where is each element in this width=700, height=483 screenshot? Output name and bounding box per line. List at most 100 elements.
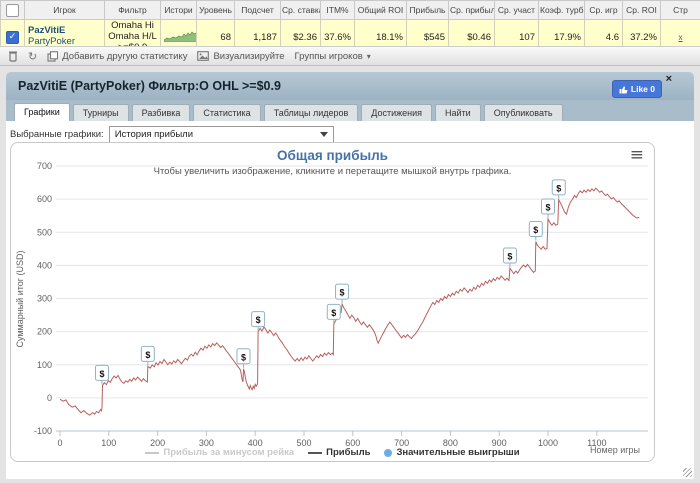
select-caret-icon — [319, 132, 328, 137]
col-profit[interactable]: Прибыль — [406, 0, 449, 20]
col-avg-games[interactable]: Ср. игр — [584, 0, 623, 20]
filter-line: Omaha Hi — [111, 20, 154, 31]
legend-label: Прибыль — [326, 447, 371, 458]
svg-text:1100: 1100 — [587, 438, 606, 448]
resize-grip[interactable] — [683, 468, 692, 477]
profit-chart-svg[interactable]: -100 0 100 200 300 400 500 600 700 0 100 200 300 400 5… — [11, 143, 654, 461]
like-label: Like 0 — [630, 84, 655, 94]
chart-subtitle: Чтобы увеличить изображение, кликните и … — [153, 166, 512, 177]
svg-text:100: 100 — [37, 360, 52, 370]
legend-item[interactable]: Прибыль — [308, 447, 370, 458]
profit-chart[interactable]: -100 0 100 200 300 400 500 600 700 0 100 200 300 400 5… — [10, 142, 655, 462]
svg-text:$: $ — [340, 288, 345, 298]
significant-win-flag: $ — [528, 221, 543, 241]
filter-line: Omaha H/L — [108, 30, 157, 42]
player-panel: PazVitiE (PartyPoker) Фильтр:O OHL >=$0.… — [6, 72, 694, 479]
legend-label: Значительные выигрыши — [396, 447, 520, 458]
country-link[interactable]: x — [678, 32, 683, 42]
svg-text:1000: 1000 — [538, 438, 558, 448]
x-axis-title: Номер игры — [590, 445, 640, 455]
svg-text:500: 500 — [37, 227, 52, 237]
tab-strip: Графики Турниры Разбивка Статистика Табл… — [6, 100, 694, 121]
col-level[interactable]: Уровень — [196, 0, 235, 20]
svg-text:$: $ — [99, 369, 104, 379]
tab-achievements[interactable]: Достижения — [361, 104, 433, 121]
toolbar: ↻ Добавить другую статистику Визуализиру… — [0, 46, 700, 66]
chevron-down-icon: ▾ — [366, 51, 371, 61]
chart-legend: Прибыль за минусом рейка Прибыль Значитель… — [11, 447, 654, 458]
like-button[interactable]: Like 0 — [611, 80, 662, 98]
add-copy-icon — [47, 50, 59, 62]
graph-select[interactable]: История прибыли — [108, 126, 334, 143]
col-history[interactable]: Истори — [160, 0, 197, 20]
svg-text:300: 300 — [199, 438, 214, 448]
svg-text:600: 600 — [37, 194, 52, 204]
col-avg-roi[interactable]: Ср. ROI — [622, 0, 661, 20]
svg-text:$: $ — [507, 252, 512, 262]
refresh-button[interactable]: ↻ — [28, 50, 37, 63]
tab-graphs[interactable]: Графики — [14, 103, 70, 121]
col-avg-entrants[interactable]: Ср. участ — [494, 0, 539, 20]
col-avg-stake[interactable]: Ср. ставка — [280, 0, 321, 20]
svg-text:$: $ — [331, 308, 336, 318]
col-player[interactable]: Игрок — [24, 0, 105, 20]
tab-leaderboards[interactable]: Таблицы лидеров — [263, 104, 359, 121]
col-avg-profit[interactable]: Ср. прибыл — [448, 0, 495, 20]
significant-win-flag: $ — [140, 345, 155, 366]
sparkline-icon — [163, 31, 196, 43]
col-total-roi[interactable]: Общий ROI — [354, 0, 407, 20]
close-icon[interactable]: × — [665, 73, 672, 85]
image-icon — [197, 51, 210, 61]
refresh-icon: ↻ — [28, 49, 38, 63]
significant-win-flag: $ — [251, 311, 266, 331]
significant-win-flag: $ — [326, 303, 341, 324]
col-count[interactable]: Подсчет — [234, 0, 281, 20]
significant-win-flag: $ — [94, 364, 109, 385]
col-country[interactable]: Стр — [660, 0, 700, 20]
col-filter[interactable]: Фильтр — [104, 0, 161, 20]
graph-select-value: История прибыли — [114, 129, 194, 140]
trash-icon — [9, 51, 17, 62]
panel-title: PazVitiE (PartyPoker) Фильтр:O OHL >=$0.… — [18, 79, 281, 93]
svg-text:400: 400 — [248, 438, 263, 448]
col-itm[interactable]: ITM% — [320, 0, 355, 20]
table-header-row: Игрок Фильтр Истори Уровень Подсчет Ср. … — [0, 0, 700, 20]
legend-item[interactable]: Прибыль за минусом рейка — [145, 447, 294, 458]
svg-text:200: 200 — [37, 327, 52, 337]
significant-win-flag: $ — [541, 198, 555, 219]
svg-text:$: $ — [241, 352, 246, 362]
select-all-checkbox-cell[interactable] — [0, 0, 25, 20]
tab-find[interactable]: Найти — [435, 104, 481, 121]
legend-symbol-icon — [145, 451, 160, 454]
player-name[interactable]: PazVitiE — [28, 25, 66, 37]
chart-context-menu-icon[interactable]: ≡ — [629, 145, 644, 165]
svg-text:0: 0 — [47, 393, 52, 403]
svg-text:700: 700 — [394, 438, 409, 448]
select-all-checkbox[interactable] — [6, 3, 19, 17]
svg-text:$: $ — [256, 315, 261, 325]
legend-symbol-icon — [384, 448, 393, 457]
add-statistic-label: Добавить другую статистику — [62, 50, 188, 62]
svg-text:500: 500 — [296, 438, 311, 448]
visualize-button[interactable]: Визуализируйте — [197, 51, 285, 62]
tab-publish[interactable]: Опубликовать — [483, 104, 563, 121]
svg-text:900: 900 — [492, 438, 507, 448]
tab-statistics[interactable]: Статистика — [193, 104, 261, 121]
significant-win-flag: $ — [335, 283, 350, 304]
svg-text:$: $ — [556, 183, 561, 193]
y-axis-title: Суммарный итог (USD) — [15, 250, 25, 347]
svg-text:100: 100 — [101, 438, 116, 448]
tab-tournaments[interactable]: Турниры — [72, 104, 129, 121]
svg-text:$: $ — [145, 350, 150, 360]
col-turbo[interactable]: Коэф. турб — [538, 0, 585, 20]
row-checkbox[interactable]: ✓ — [6, 30, 19, 44]
legend-item[interactable]: Значительные выигрыши — [384, 447, 520, 458]
add-statistic-button[interactable]: Добавить другую статистику — [47, 51, 187, 62]
tab-breakdown[interactable]: Разбивка — [131, 104, 191, 121]
delete-button[interactable] — [8, 50, 18, 62]
svg-text:$: $ — [545, 203, 550, 213]
significant-win-flag: $ — [551, 179, 566, 199]
player-groups-button[interactable]: Группы игроков ▾ — [295, 51, 371, 62]
svg-text:800: 800 — [443, 438, 458, 448]
legend-symbol-icon — [308, 451, 323, 454]
